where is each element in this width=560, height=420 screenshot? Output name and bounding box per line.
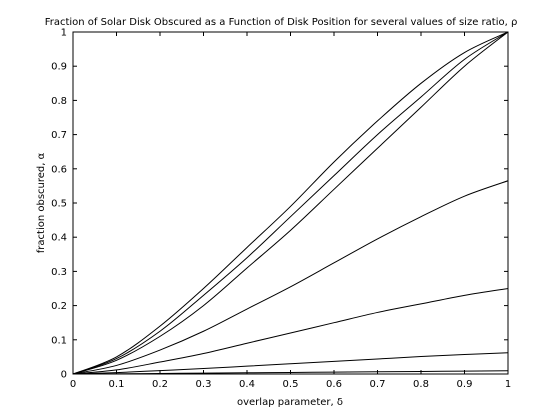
x-tick-label: 0.7 bbox=[370, 379, 386, 390]
x-tick-label: 0.1 bbox=[109, 379, 125, 390]
series-line-7 bbox=[72, 370, 509, 375]
y-tick-label: 0.2 bbox=[51, 301, 67, 312]
x-tick-label: 0.6 bbox=[326, 379, 342, 390]
x-tick-label: 0 bbox=[70, 379, 76, 390]
y-tick-label: 0.7 bbox=[51, 130, 67, 141]
series-line-2 bbox=[72, 31, 509, 375]
series-line-6 bbox=[72, 352, 509, 375]
x-tick-label: 0.9 bbox=[457, 379, 473, 390]
series-line-3 bbox=[72, 31, 509, 375]
series-line-5 bbox=[72, 288, 509, 375]
y-axis: 0 0.1 0.2 0.3 0.4 0.5 0.6 0.7 0.8 0.9 1 bbox=[51, 28, 508, 381]
x-tick-label: 0.5 bbox=[283, 379, 299, 390]
series-line-4 bbox=[72, 180, 509, 375]
x-tick-label: 1 bbox=[505, 379, 511, 390]
x-tick-label: 0.4 bbox=[239, 379, 255, 390]
x-tick-label: 0.8 bbox=[413, 379, 429, 390]
plot-area bbox=[72, 31, 509, 375]
y-tick-label: 0.6 bbox=[51, 164, 67, 175]
y-tick-label: 0.5 bbox=[51, 199, 67, 210]
x-axis: 0 0.1 0.2 0.3 0.4 0.5 0.6 0.7 0.8 0.9 1 bbox=[70, 32, 511, 390]
x-tick-label: 0.2 bbox=[152, 379, 168, 390]
y-axis-label: fraction obscured, α bbox=[36, 152, 47, 253]
y-tick-label: 0 bbox=[61, 370, 67, 381]
y-tick-label: 0.8 bbox=[51, 96, 67, 107]
y-tick-label: 0.1 bbox=[51, 335, 67, 346]
series-line-1 bbox=[72, 31, 509, 375]
y-tick-label: 0.9 bbox=[51, 62, 67, 73]
x-axis-label: overlap parameter, δ bbox=[237, 397, 343, 408]
y-tick-label: 0.4 bbox=[51, 233, 67, 244]
x-tick-label: 0.3 bbox=[196, 379, 212, 390]
y-tick-label: 0.3 bbox=[51, 267, 67, 278]
series-layer bbox=[72, 31, 509, 375]
chart-title: Fraction of Solar Disk Obscured as a Fun… bbox=[45, 17, 518, 28]
y-tick-label: 1 bbox=[61, 28, 67, 39]
